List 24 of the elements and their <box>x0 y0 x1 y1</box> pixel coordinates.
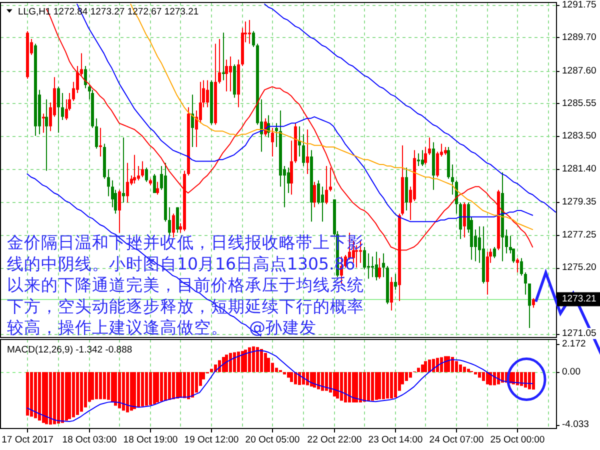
ref-line-label: 1273.21 <box>562 294 596 305</box>
x-tick-label: 23 Oct 14:00 <box>368 434 423 446</box>
y-tick-label: 1287.60 <box>562 65 596 76</box>
x-tick-label: 20 Oct 05:00 <box>245 434 300 446</box>
y-tick-label: 0.00 <box>562 366 580 378</box>
y-tick-label: 1271.05 <box>562 328 596 340</box>
x-tick-label: 22 Oct 22:00 <box>307 434 362 446</box>
y-tick-label: 1275.20 <box>562 262 596 274</box>
x-tick-label: 17 Oct 2017 <box>2 434 54 446</box>
x-tick-label: 18 Oct 03:00 <box>62 434 117 446</box>
x-tick-label: 18 Oct 19:00 <box>123 434 178 446</box>
y-tick-label: 1291.75 <box>562 0 596 10</box>
x-tick-label: 25 Oct 00:00 <box>490 434 545 446</box>
y-tick-label: -4.033 <box>562 419 589 430</box>
y-tick-label: 2.172 <box>562 338 586 350</box>
y-tick-label: 1281.40 <box>562 164 596 175</box>
y-tick-label: 1285.55 <box>562 98 596 109</box>
y-tick-label: 1279.35 <box>562 196 596 208</box>
y-tick-label: 1277.25 <box>562 230 596 241</box>
y-tick-label: 1283.50 <box>562 130 596 142</box>
y-tick-label: 1289.70 <box>562 32 596 43</box>
x-tick-label: 19 Oct 12:00 <box>184 434 239 446</box>
text: MACD(12,26,9) -1.342 -0.888 <box>7 344 132 356</box>
x-tick-label: 24 Oct 07:00 <box>429 434 484 446</box>
